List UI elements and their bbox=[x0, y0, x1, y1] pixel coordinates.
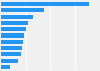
Bar bbox=[1, 8, 44, 12]
Bar bbox=[1, 21, 28, 25]
Bar bbox=[1, 33, 24, 38]
Bar bbox=[1, 46, 22, 50]
Bar bbox=[1, 65, 10, 69]
Bar bbox=[1, 27, 26, 31]
Bar bbox=[1, 2, 89, 6]
Bar bbox=[1, 15, 33, 19]
Bar bbox=[1, 59, 18, 63]
Bar bbox=[1, 52, 21, 56]
Bar bbox=[1, 40, 23, 44]
